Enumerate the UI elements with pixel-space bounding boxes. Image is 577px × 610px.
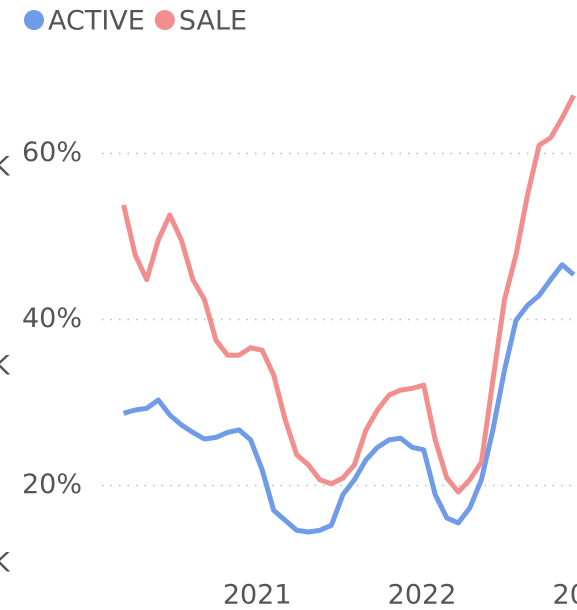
line-series — [122, 262, 576, 535]
y-tick-label: 20% — [22, 469, 82, 500]
y-tick-label: 60% — [22, 137, 82, 168]
legend-marker — [24, 10, 44, 30]
left-axis-label: K — [0, 548, 11, 579]
x-tick-label: 2023 — [553, 580, 577, 610]
legend-label: SALE — [179, 6, 247, 37]
left-axis-label: K — [0, 152, 11, 183]
legend-label: ACTIVE — [48, 6, 145, 37]
y-tick-label: 40% — [22, 303, 82, 334]
line-series — [121, 94, 576, 495]
x-tick-label: 2022 — [388, 580, 457, 610]
left-axis-label: K — [0, 351, 11, 382]
legend-marker — [154, 10, 175, 30]
x-tick-label: 2021 — [223, 580, 292, 610]
